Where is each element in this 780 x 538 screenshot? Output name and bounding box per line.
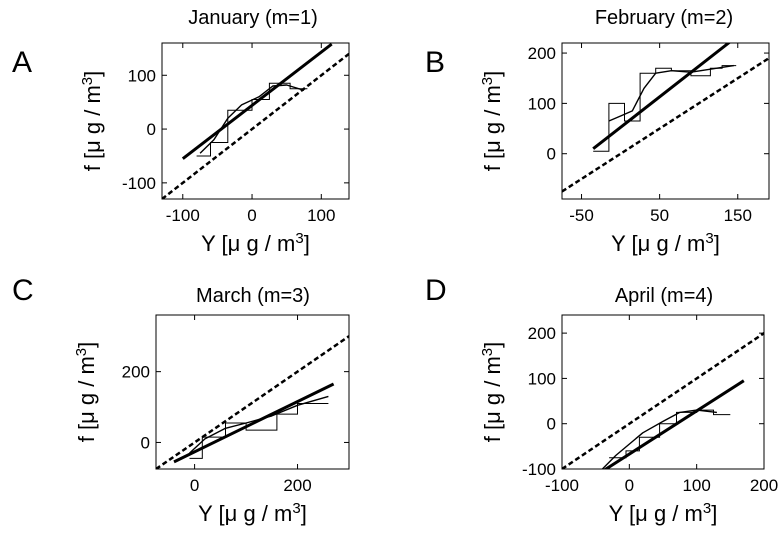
plot-area (562, 43, 769, 193)
series-step (609, 409, 731, 459)
x-tick-label: 50 (650, 206, 669, 225)
x-tick-label: 100 (682, 476, 710, 495)
plot-frame (561, 314, 765, 470)
plot-area (562, 331, 764, 469)
plot-frame (161, 42, 350, 200)
y-tick-label: 100 (528, 369, 556, 388)
x-axis-label: Y [μ g / m3] (201, 230, 310, 257)
y-tick-label: 0 (547, 145, 556, 164)
series-smooth (199, 84, 305, 154)
y-tick-label: 0 (547, 415, 556, 434)
series-smooth (608, 64, 734, 122)
x-tick-label: 100 (307, 206, 335, 225)
series-thick-solid (592, 43, 731, 150)
y-tick-label: 0 (141, 433, 150, 452)
y-tick-label: 200 (528, 324, 556, 343)
panel-letter: B (425, 46, 445, 79)
series-smooth (601, 409, 717, 469)
plot-frame (561, 42, 770, 200)
y-tick-label: -100 (522, 460, 556, 479)
plot-area (156, 335, 349, 469)
y-axis-label: f [μ g / m3] (73, 342, 100, 443)
x-tick-label: 0 (190, 476, 199, 495)
x-axis-label: Y [μ g / m3] (611, 230, 720, 257)
panel-title: February (m=2) (595, 7, 733, 29)
x-tick-label: 200 (750, 476, 778, 495)
panel-title: March (m=3) (196, 285, 310, 307)
plot-area (162, 43, 349, 199)
y-tick-label: 0 (147, 120, 156, 139)
series-dashed (156, 335, 349, 469)
y-axis-label: f [μ g / m3] (479, 342, 506, 443)
y-tick-label: 200 (122, 363, 150, 382)
y-tick-label: -100 (122, 174, 156, 193)
series-smooth (189, 395, 329, 454)
y-tick-label: 100 (528, 94, 556, 113)
series-thick-solid (181, 43, 333, 160)
y-axis-label: f [μ g / m3] (479, 71, 506, 172)
panel-letter: C (12, 274, 34, 307)
x-axis-label: Y [μ g / m3] (198, 500, 307, 527)
y-tick-label: 200 (528, 44, 556, 63)
x-tick-label: 0 (625, 476, 634, 495)
x-tick-label: 150 (724, 206, 752, 225)
y-axis-label: f [μ g / m3] (79, 71, 106, 172)
x-tick-label: 0 (247, 206, 256, 225)
series-thick-solid (173, 382, 335, 464)
panel-letter: A (12, 46, 32, 79)
panel-title: April (m=4) (615, 285, 713, 307)
x-tick-label: -100 (545, 476, 579, 495)
x-axis-label: Y [μ g / m3] (609, 500, 718, 527)
x-tick-label: -100 (166, 206, 200, 225)
series-dashed (562, 57, 769, 193)
panel-title: January (m=1) (188, 7, 318, 29)
x-tick-label: 200 (283, 476, 311, 495)
series-step (196, 82, 308, 157)
series-dashed (562, 331, 764, 469)
y-tick-label: 100 (128, 66, 156, 85)
panel-letter: D (425, 274, 447, 307)
x-tick-label: -50 (569, 206, 594, 225)
